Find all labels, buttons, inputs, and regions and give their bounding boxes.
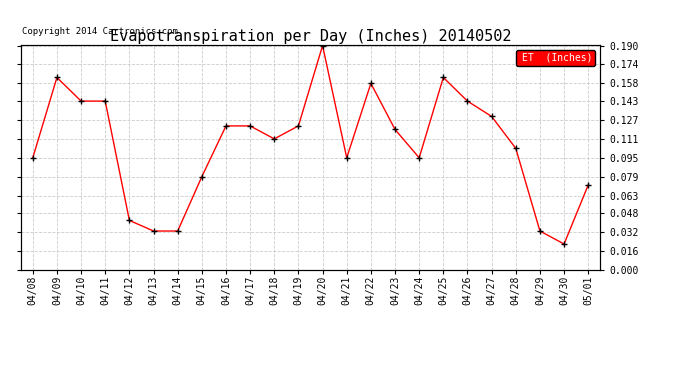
Title: Evapotranspiration per Day (Inches) 20140502: Evapotranspiration per Day (Inches) 2014… [110,29,511,44]
Legend: ET  (Inches): ET (Inches) [516,50,595,66]
Text: Copyright 2014 Cartronics.com: Copyright 2014 Cartronics.com [22,27,178,36]
